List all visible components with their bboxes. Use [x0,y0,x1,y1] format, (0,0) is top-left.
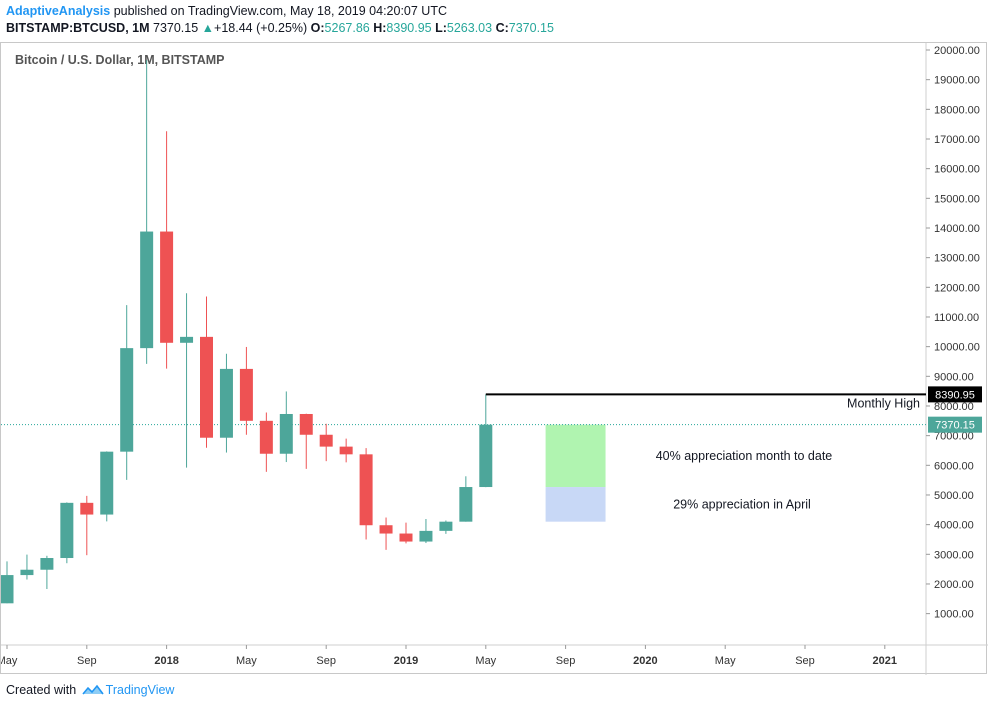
high-label: H: [373,21,387,35]
time-tick-label: 2020 [633,655,657,667]
time-tick-label: Sep [795,655,815,667]
author-link[interactable]: AdaptiveAnalysis [6,4,111,18]
open-label: O: [310,21,325,35]
candle-body[interactable] [200,336,213,438]
candle-body[interactable] [259,420,273,454]
candle-body[interactable] [419,530,433,542]
candle-body[interactable] [459,487,473,522]
time-tick-label: Sep [316,655,336,667]
chart-title: Bitcoin / U.S. Dollar, 1M, BITSTAMP [15,53,225,67]
price-tick-label: 19000.00 [934,75,980,87]
price-tag-label: 8390.95 [935,389,975,401]
time-tick-label: May [715,655,736,667]
candle-body[interactable] [120,348,134,452]
symbol-label: BITSTAMP:BTCUSD, 1M [6,21,150,35]
candle-body[interactable] [20,569,34,576]
price-tick-label: 16000.00 [934,164,980,176]
change-value: +18.44 (+0.25%) [214,21,308,35]
candle-body[interactable] [160,231,174,343]
close-label: C: [495,21,509,35]
up-arrow-icon: ▲ [201,21,215,35]
price-tick-label: 13000.00 [934,253,980,265]
candle-body[interactable] [140,231,154,349]
candle-body[interactable] [379,525,393,534]
last-price: 7370.15 [153,21,199,35]
candlestick-chart[interactable]: Bitcoin / U.S. Dollar, 1M, BITSTAMP 1000… [1,43,988,675]
price-tick-label: 2000.00 [934,579,974,591]
candle-body[interactable] [339,446,353,455]
price-tick-label: 3000.00 [934,549,974,561]
ohlc-legend: BITSTAMP:BTCUSD, 1M 7370.15 ▲+18.44 (+0.… [6,21,554,35]
price-tick-label: 15000.00 [934,193,980,205]
publish-line: AdaptiveAnalysis published on TradingVie… [6,4,447,18]
tradingview-cloud-icon[interactable] [82,683,104,697]
price-tick-label: 9000.00 [934,371,974,383]
time-tick-label: 2019 [394,655,418,667]
time-tick-label: 2021 [873,655,897,667]
candle-body[interactable] [439,521,453,531]
price-tag-label: 7370.15 [935,420,975,432]
appreciation-month-annotation: 40% appreciation month to date [656,449,833,463]
publish-info: published on TradingView.com, May 18, 20… [110,4,447,18]
low-value: 5263.03 [446,21,493,35]
time-tick-label: May [236,655,257,667]
price-tick-label: 10000.00 [934,342,980,354]
price-tick-label: 6000.00 [934,460,974,472]
appreciation-box-april [545,487,606,522]
appreciation-box-month [545,424,606,488]
candle-body[interactable] [239,368,253,421]
created-with-label: Created with [6,683,77,697]
price-tick-label: 17000.00 [934,134,980,146]
price-tag-teal [928,416,982,433]
low-label: L: [435,21,447,35]
tradingview-brand-link[interactable]: TradingView [105,683,175,697]
candle-body[interactable] [299,413,313,435]
open-value: 5267.86 [324,21,370,35]
price-tick-label: 7000.00 [934,431,974,443]
price-tick-label: 20000.00 [934,45,980,57]
time-tick-label: 2018 [154,655,178,667]
close-value: 7370.15 [508,21,554,35]
candle-body[interactable] [1,575,14,604]
candle-body[interactable] [80,502,94,515]
footer: Created with TradingView [6,683,174,697]
time-tick-label: May [1,655,18,667]
candle-body[interactable] [399,533,413,542]
candle-body[interactable] [279,413,293,454]
candle-body[interactable] [180,336,194,343]
monthly-high-annotation: Monthly High [847,396,920,410]
time-tick-label: Sep [77,655,97,667]
price-tag-black [928,386,982,403]
high-value: 8390.95 [386,21,432,35]
time-tick-label: May [475,655,496,667]
candle-body[interactable] [359,454,373,526]
candle-body[interactable] [40,558,54,570]
price-tick-label: 4000.00 [934,520,974,532]
price-tick-label: 8000.00 [934,401,974,413]
candle-body[interactable] [219,368,233,438]
candle-body[interactable] [479,424,493,488]
price-tick-label: 18000.00 [934,104,980,116]
price-tick-label: 14000.00 [934,223,980,235]
time-tick-label: Sep [556,655,576,667]
chart-panel[interactable]: Bitcoin / U.S. Dollar, 1M, BITSTAMP 1000… [0,42,988,675]
price-tick-label: 5000.00 [934,490,974,502]
price-tick-label: 11000.00 [934,312,979,324]
candle-body[interactable] [60,502,74,559]
candle-body[interactable] [100,451,114,515]
candle-body[interactable] [319,434,333,447]
price-tick-label: 1000.00 [934,609,974,621]
price-tick-label: 12000.00 [934,282,980,294]
appreciation-april-annotation: 29% appreciation in April [673,497,811,511]
